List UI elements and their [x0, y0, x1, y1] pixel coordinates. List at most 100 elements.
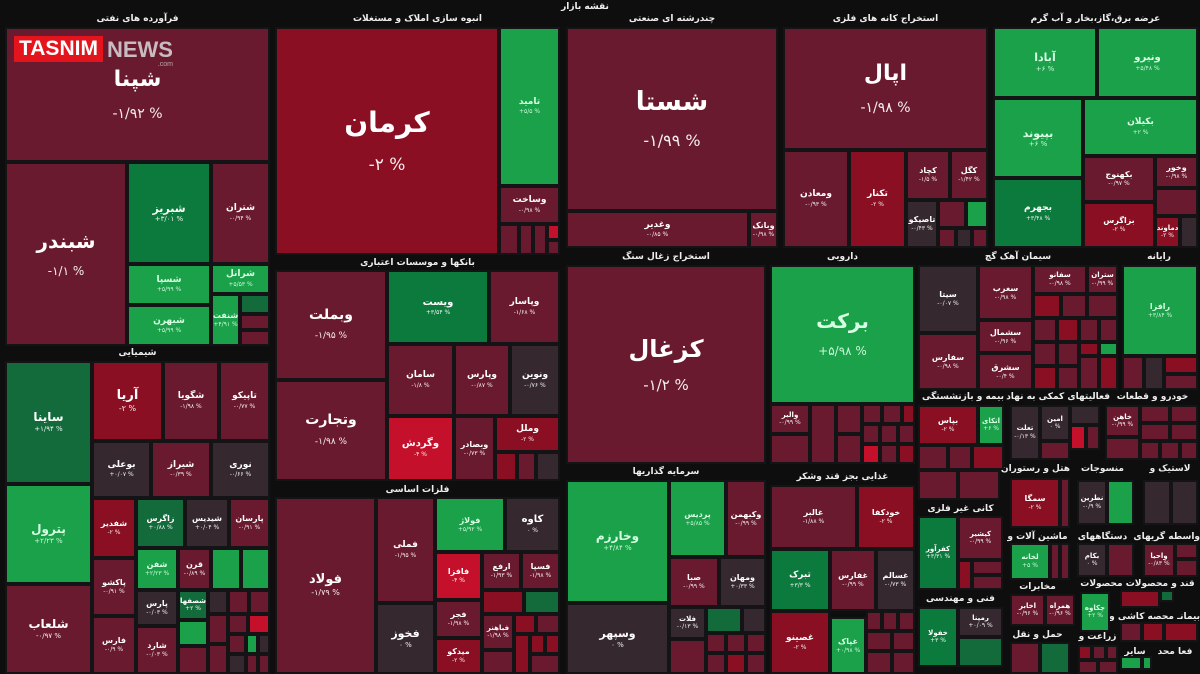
stock-tile[interactable]	[902, 404, 915, 424]
stock-tile[interactable]: نطرین -۰/۹ %	[1077, 480, 1107, 525]
stock-tile[interactable]: بوعلی +۰/۰۷ %	[92, 441, 151, 498]
stock-tile[interactable]: شفن +۲/۲۳ %	[136, 548, 178, 590]
stock-tile[interactable]: ومهان +۰/۳۳ %	[719, 557, 766, 607]
stock-tile[interactable]	[918, 470, 958, 500]
stock-tile[interactable]	[882, 404, 902, 424]
stock-tile[interactable]	[228, 590, 249, 614]
stock-tile[interactable]	[514, 614, 536, 634]
stock-tile[interactable]: قرن -۰/۸۹ %	[178, 548, 211, 590]
stock-tile[interactable]	[1078, 660, 1098, 674]
stock-tile[interactable]	[240, 330, 270, 346]
stock-tile[interactable]: سشرق -۰/۴ %	[978, 353, 1033, 390]
stock-tile[interactable]: فولاژ +۵/۹۲ %	[435, 497, 505, 552]
stock-tile[interactable]: وخارزم +۴/۸۴ %	[566, 480, 669, 603]
stock-tile[interactable]: ستران -۰/۹۹ %	[1087, 265, 1118, 294]
stock-tile[interactable]	[866, 631, 892, 651]
stock-tile[interactable]: فباهنر -۱/۹۸ %	[482, 614, 514, 650]
stock-tile[interactable]	[536, 614, 560, 634]
stock-tile[interactable]	[706, 653, 726, 674]
stock-tile[interactable]: کیشیر -۰/۹۹ %	[958, 516, 1003, 560]
stock-tile[interactable]: کگل -۱/۴۲ %	[950, 150, 988, 200]
stock-tile[interactable]	[1033, 366, 1057, 390]
stock-tile[interactable]: بکهنوج -۰/۹۷ %	[1083, 156, 1155, 202]
stock-tile[interactable]: پارس -۰/۰۳ %	[136, 590, 178, 626]
stock-tile[interactable]	[1079, 342, 1099, 356]
stock-tile[interactable]	[249, 590, 270, 614]
stock-tile[interactable]	[770, 434, 810, 464]
stock-tile[interactable]: سغرب -۰/۹۸ %	[978, 265, 1033, 320]
stock-tile[interactable]: فخوز ۰ %	[376, 603, 435, 674]
stock-tile[interactable]	[898, 611, 915, 631]
stock-tile[interactable]	[1155, 188, 1198, 216]
stock-tile[interactable]: اتکای +۶ %	[978, 405, 1004, 445]
stock-tile[interactable]	[1098, 660, 1118, 674]
stock-tile[interactable]	[746, 633, 766, 653]
stock-tile[interactable]	[1144, 356, 1164, 390]
stock-tile[interactable]	[1122, 356, 1144, 390]
stock-tile[interactable]: غپاک +۰/۹۸ %	[830, 617, 866, 674]
stock-tile[interactable]: وخور -۰/۹۸ %	[1155, 156, 1198, 188]
stock-tile[interactable]	[240, 294, 270, 314]
stock-tile[interactable]: امین ۰ %	[1040, 405, 1070, 441]
stock-tile[interactable]	[1175, 543, 1198, 559]
stock-tile[interactable]: لخانه +۵ %	[1010, 543, 1050, 580]
stock-tile[interactable]	[706, 633, 726, 653]
stock-tile[interactable]: فسپا -۱/۹۸ %	[521, 552, 560, 590]
stock-tile[interactable]	[966, 200, 988, 228]
stock-tile[interactable]	[972, 228, 988, 248]
stock-tile[interactable]	[918, 445, 948, 470]
stock-tile[interactable]	[1057, 342, 1079, 366]
stock-tile[interactable]	[1120, 590, 1160, 608]
stock-tile[interactable]	[1079, 356, 1099, 390]
stock-tile[interactable]	[866, 611, 882, 631]
stock-tile[interactable]	[1070, 405, 1100, 425]
stock-tile[interactable]	[258, 654, 270, 674]
stock-tile[interactable]	[1142, 622, 1164, 642]
stock-tile[interactable]	[746, 653, 766, 674]
stock-tile[interactable]	[972, 445, 1004, 470]
stock-tile[interactable]	[211, 548, 241, 590]
stock-tile[interactable]: بکیلان +۲ %	[1083, 98, 1198, 156]
stock-tile[interactable]: سشمال -۰/۹۶ %	[978, 320, 1033, 353]
stock-tile[interactable]	[972, 560, 1003, 575]
stock-tile[interactable]: خاهن -۰/۹۹ %	[1105, 405, 1140, 437]
stock-tile[interactable]: شصفها +۲ %	[178, 590, 208, 620]
stock-tile[interactable]: ومعادن -۰/۹۳ %	[783, 150, 849, 248]
stock-tile[interactable]	[958, 470, 1000, 500]
stock-tile[interactable]	[495, 452, 517, 481]
stock-tile[interactable]	[1140, 441, 1160, 460]
stock-tile[interactable]: دماوند -۲ %	[1155, 216, 1180, 248]
stock-tile[interactable]	[862, 444, 880, 464]
stock-tile[interactable]: بجهرم +۳/۴۸ %	[993, 178, 1083, 248]
stock-tile[interactable]	[208, 590, 228, 614]
stock-tile[interactable]	[228, 654, 246, 674]
stock-tile[interactable]: کفرآور +۳/۳۱ %	[918, 516, 958, 590]
stock-tile[interactable]	[1140, 405, 1170, 423]
stock-tile[interactable]	[1087, 294, 1118, 318]
stock-tile[interactable]	[1060, 478, 1070, 528]
stock-tile[interactable]	[1092, 645, 1106, 660]
stock-tile[interactable]	[228, 614, 248, 634]
stock-tile[interactable]: وبانک -۰/۹۸ %	[749, 211, 778, 248]
stock-tile[interactable]	[241, 548, 270, 590]
stock-tile[interactable]	[547, 224, 560, 240]
stock-tile[interactable]: شرانل +۵/۵۳ %	[211, 264, 270, 294]
stock-tile[interactable]	[726, 653, 746, 674]
stock-tile[interactable]: تامید +۵/۵ %	[499, 27, 560, 186]
stock-tile[interactable]	[248, 614, 270, 634]
stock-tile[interactable]: خودکفا -۲ %	[857, 485, 915, 549]
stock-tile[interactable]: فجر -۱/۹۸ %	[435, 600, 482, 638]
stock-tile[interactable]	[1033, 318, 1057, 342]
stock-tile[interactable]	[898, 424, 915, 444]
stock-tile[interactable]	[1164, 374, 1198, 390]
stock-tile[interactable]: فارس -۰/۹ %	[92, 616, 136, 674]
stock-tile[interactable]	[1140, 423, 1170, 441]
stock-tile[interactable]	[530, 654, 560, 674]
stock-tile[interactable]: چکاوه +۲ %	[1080, 592, 1110, 632]
stock-tile[interactable]	[1107, 543, 1134, 577]
stock-tile[interactable]: فولاد -۱/۷۹ %	[275, 497, 376, 674]
stock-tile[interactable]: زاگرس +۰/۸۸ %	[136, 498, 185, 548]
stock-tile[interactable]: میدکو -۲ %	[435, 638, 482, 674]
stock-tile[interactable]: ونیرو +۵/۴۸ %	[1097, 27, 1198, 98]
stock-tile[interactable]: شستا -۱/۹۹ %	[566, 27, 778, 211]
